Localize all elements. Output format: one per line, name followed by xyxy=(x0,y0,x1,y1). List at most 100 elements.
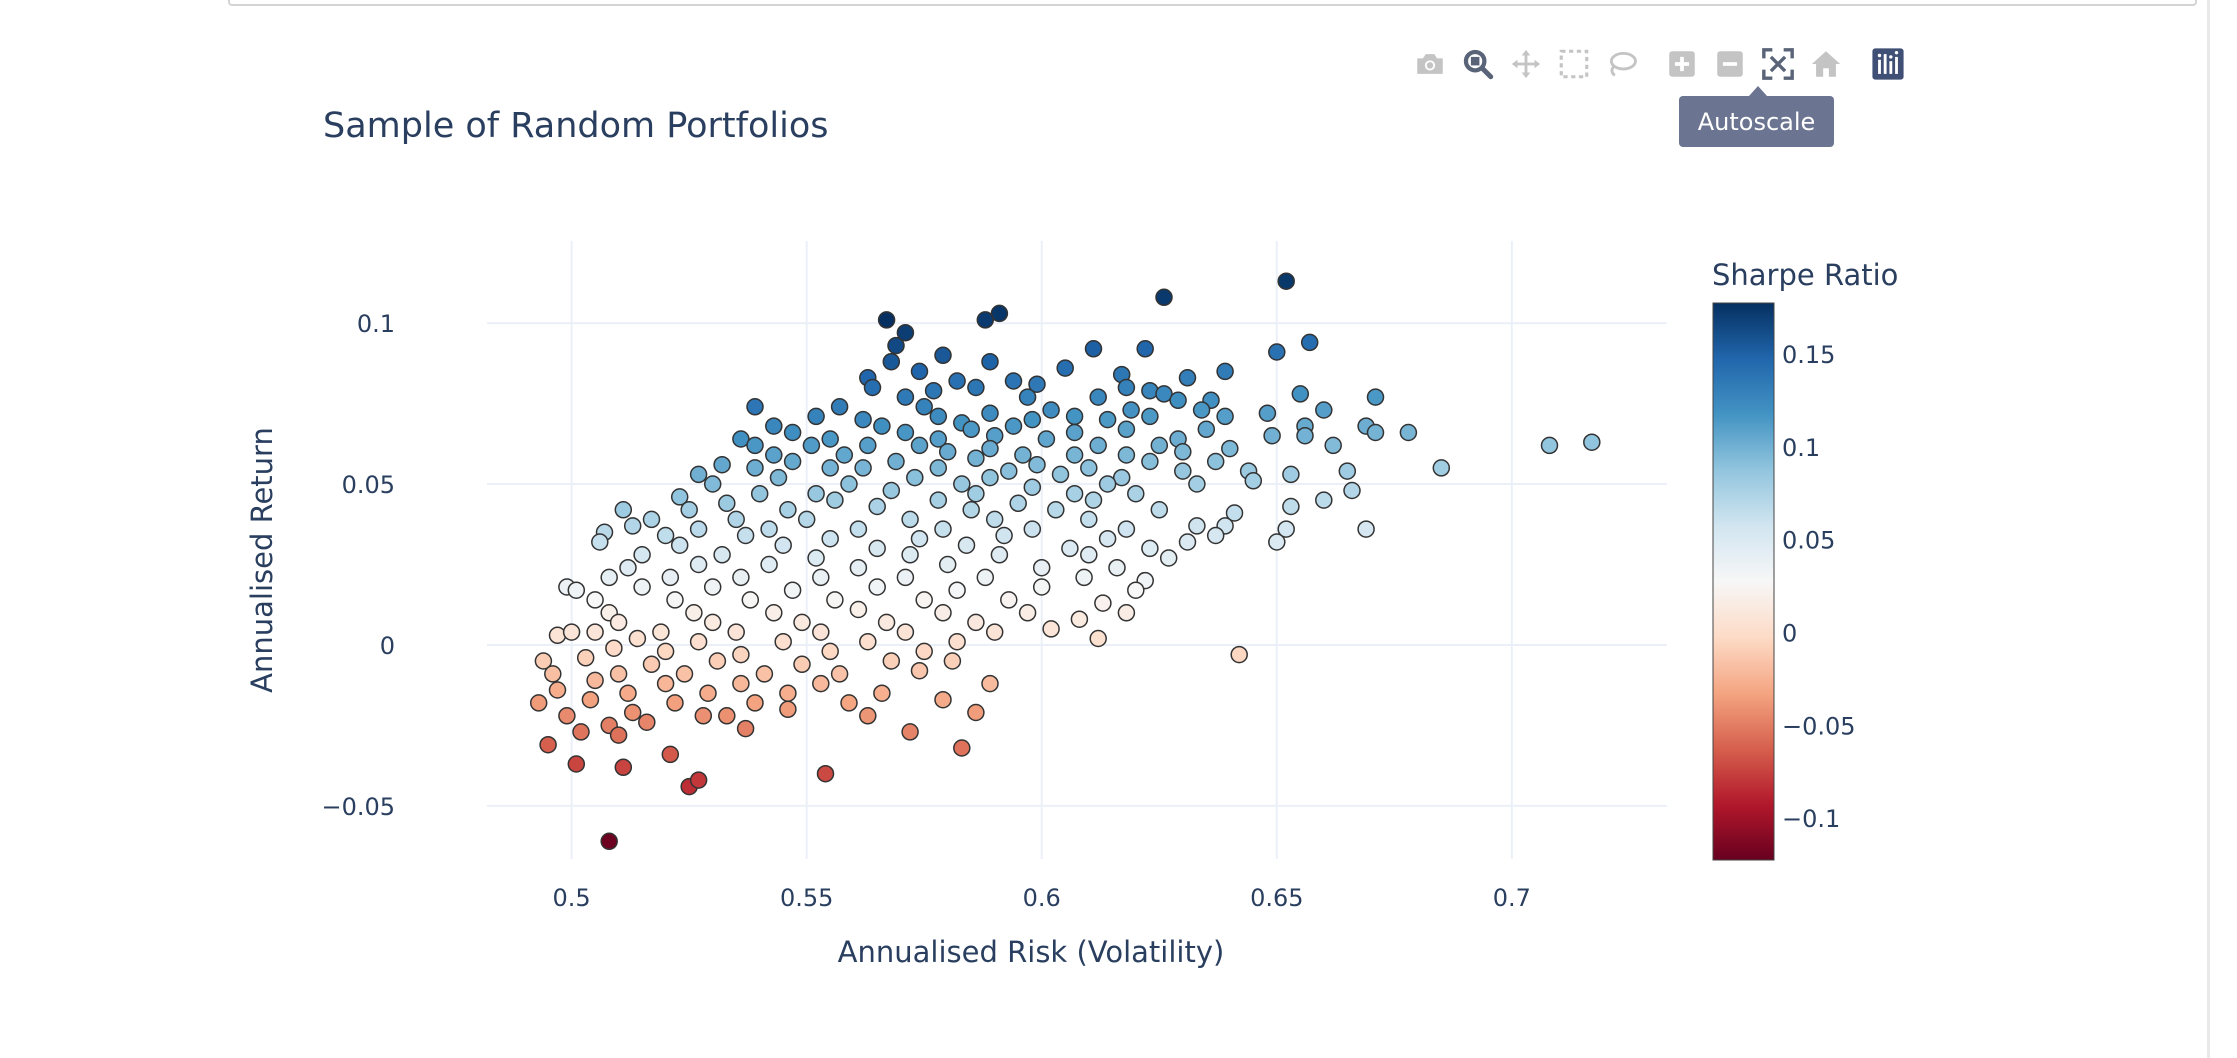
data-point[interactable] xyxy=(1178,533,1197,551)
data-point[interactable] xyxy=(732,674,750,693)
data-point[interactable] xyxy=(981,404,999,422)
data-point[interactable] xyxy=(1268,343,1286,361)
data-point[interactable] xyxy=(1117,604,1136,622)
data-point[interactable] xyxy=(938,443,957,461)
data-point[interactable] xyxy=(727,510,745,529)
data-point[interactable] xyxy=(736,719,755,738)
data-point[interactable] xyxy=(1159,549,1178,567)
data-point[interactable] xyxy=(807,549,825,567)
data-point[interactable] xyxy=(1065,423,1084,442)
download-plot-button[interactable] xyxy=(1410,44,1450,84)
data-point[interactable] xyxy=(1018,604,1037,622)
data-point[interactable] xyxy=(1244,472,1263,490)
data-point[interactable] xyxy=(623,703,642,722)
data-point[interactable] xyxy=(689,555,708,574)
data-point[interactable] xyxy=(1221,439,1239,458)
data-point[interactable] xyxy=(760,520,778,538)
data-point[interactable] xyxy=(703,578,722,596)
data-point[interactable] xyxy=(765,417,783,435)
data-point[interactable] xyxy=(882,352,901,371)
data-point[interactable] xyxy=(1004,417,1023,435)
data-point[interactable] xyxy=(1136,340,1154,358)
data-point[interactable] xyxy=(1399,423,1418,442)
data-point[interactable] xyxy=(877,613,896,632)
data-point[interactable] xyxy=(680,501,698,519)
data-point[interactable] xyxy=(1282,497,1300,516)
data-point[interactable] xyxy=(1028,455,1046,474)
data-point[interactable] xyxy=(929,491,948,509)
data-point[interactable] xyxy=(765,446,783,464)
data-point[interactable] xyxy=(1028,375,1046,393)
data-point[interactable] xyxy=(783,581,802,599)
data-point[interactable] xyxy=(586,671,604,690)
data-point[interactable] xyxy=(656,642,675,661)
data-point[interactable] xyxy=(1051,465,1070,484)
data-point[interactable] xyxy=(1324,436,1342,455)
data-point[interactable] xyxy=(746,436,764,455)
data-point[interactable] xyxy=(1122,401,1140,419)
data-point[interactable] xyxy=(1263,426,1281,445)
data-point[interactable] xyxy=(1037,430,1056,448)
data-point[interactable] xyxy=(633,578,651,596)
data-point[interactable] xyxy=(774,632,792,651)
lasso-select-button[interactable] xyxy=(1602,44,1642,84)
data-point[interactable] xyxy=(1583,433,1601,451)
data-point[interactable] xyxy=(1080,510,1098,529)
data-point[interactable] xyxy=(1155,385,1173,403)
data-point[interactable] xyxy=(586,591,604,609)
data-point[interactable] xyxy=(755,665,774,683)
data-point[interactable] xyxy=(943,652,962,670)
data-point[interactable] xyxy=(877,311,896,329)
data-point[interactable] xyxy=(783,423,802,442)
data-point[interactable] xyxy=(948,632,966,651)
data-point[interactable] xyxy=(1098,410,1117,429)
data-point[interactable] xyxy=(967,484,985,503)
data-point[interactable] xyxy=(910,661,929,680)
data-point[interactable] xyxy=(1192,401,1211,419)
data-point[interactable] xyxy=(887,452,905,471)
data-point[interactable] xyxy=(779,501,797,519)
data-point[interactable] xyxy=(656,674,675,693)
data-point[interactable] xyxy=(1117,446,1136,464)
data-point[interactable] xyxy=(934,690,952,709)
data-point[interactable] xyxy=(1141,381,1159,400)
data-point[interactable] xyxy=(812,623,830,641)
data-point[interactable] xyxy=(840,694,858,712)
data-point[interactable] xyxy=(642,510,661,529)
data-point[interactable] xyxy=(586,623,604,641)
data-point[interactable] xyxy=(812,674,830,693)
data-point[interactable] xyxy=(1216,407,1234,426)
data-point[interactable] xyxy=(689,465,708,484)
data-point[interactable] xyxy=(821,642,839,661)
data-point[interactable] xyxy=(746,398,764,416)
data-point[interactable] xyxy=(967,378,985,397)
data-point[interactable] xyxy=(1089,436,1107,455)
data-point[interactable] xyxy=(1277,520,1295,538)
data-point[interactable] xyxy=(1174,462,1192,480)
data-point[interactable] xyxy=(1084,491,1103,509)
data-point[interactable] xyxy=(774,536,792,554)
data-point[interactable] xyxy=(699,684,717,702)
data-point[interactable] xyxy=(736,526,755,545)
data-point[interactable] xyxy=(1150,501,1169,519)
data-point[interactable] xyxy=(732,568,750,587)
data-point[interactable] xyxy=(967,449,985,468)
data-point[interactable] xyxy=(967,703,985,722)
data-point[interactable] xyxy=(981,674,999,693)
data-point[interactable] xyxy=(1089,388,1107,406)
data-point[interactable] xyxy=(600,568,618,587)
data-point[interactable] xyxy=(567,755,586,773)
data-point[interactable] xyxy=(539,735,557,754)
data-point[interactable] xyxy=(689,520,708,538)
data-point[interactable] xyxy=(826,491,844,509)
data-point[interactable] xyxy=(896,323,915,342)
data-point[interactable] xyxy=(1080,459,1098,477)
data-point[interactable] xyxy=(732,645,750,664)
data-point[interactable] xyxy=(1258,404,1277,422)
data-point[interactable] xyxy=(1075,568,1093,587)
data-point[interactable] xyxy=(1065,446,1084,464)
data-point[interactable] xyxy=(910,436,929,455)
data-point[interactable] xyxy=(1169,391,1187,410)
data-point[interactable] xyxy=(1009,494,1027,513)
